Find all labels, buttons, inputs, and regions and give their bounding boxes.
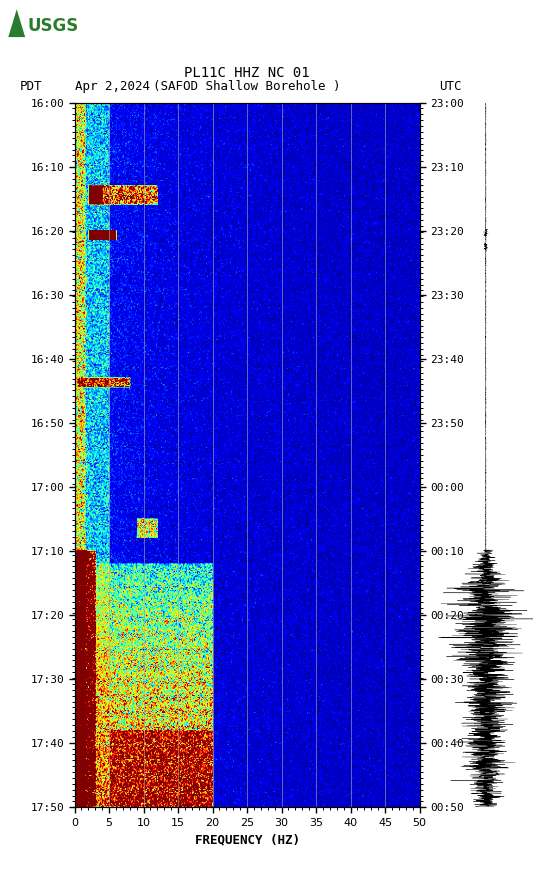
Polygon shape [8,9,25,37]
Text: USGS: USGS [28,18,79,36]
Text: PDT: PDT [19,79,42,93]
Text: Apr 2,2024: Apr 2,2024 [75,79,150,93]
X-axis label: FREQUENCY (HZ): FREQUENCY (HZ) [194,833,300,847]
Text: UTC: UTC [439,79,461,93]
Text: (SAFOD Shallow Borehole ): (SAFOD Shallow Borehole ) [153,79,341,93]
Text: PL11C HHZ NC 01: PL11C HHZ NC 01 [184,66,310,80]
